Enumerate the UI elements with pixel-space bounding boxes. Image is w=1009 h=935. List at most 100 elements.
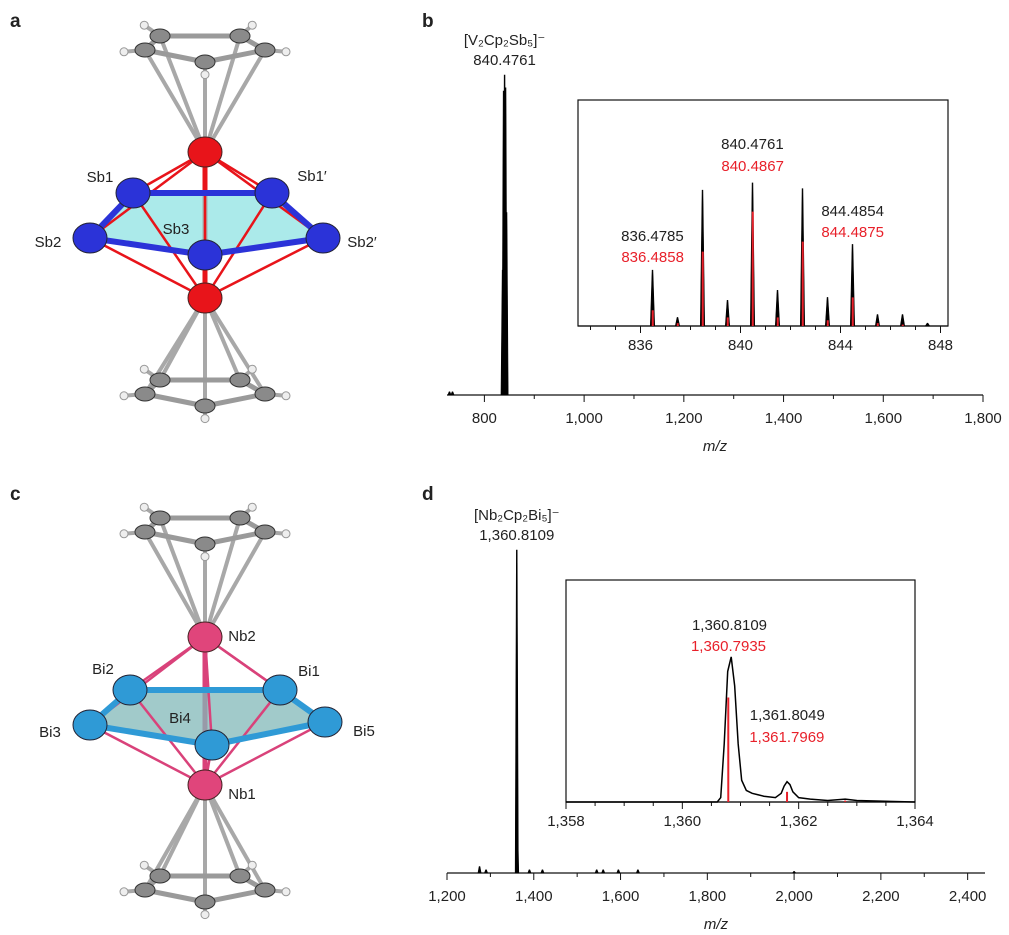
atom-label: Nb1 <box>228 786 256 803</box>
ring-atom <box>73 223 107 253</box>
h-atom <box>140 503 148 511</box>
ion-formula: [V₂Cp₂Sb₅]⁻ <box>464 32 545 49</box>
peak <box>792 871 795 873</box>
x-tick-label: 1,200 <box>428 888 466 905</box>
x-tick-label: 1,600 <box>865 410 903 427</box>
x-tick-label: 1,600 <box>602 888 640 905</box>
ring-atom <box>113 675 147 705</box>
x-tick-label: 800 <box>472 410 497 427</box>
x-tick-label: 2,200 <box>862 888 900 905</box>
inset-frame <box>578 100 948 326</box>
c-atom <box>135 43 155 57</box>
h-atom <box>201 71 209 79</box>
h-atom <box>282 888 290 896</box>
ring-atom <box>195 730 229 760</box>
peak <box>595 870 598 873</box>
ion-mz: 1,360.8109 <box>479 527 554 544</box>
ring-atom <box>306 223 340 253</box>
h-atom <box>248 21 256 29</box>
peak-annotation: 1,360.7935 <box>691 638 766 655</box>
peak-annotation: 1,361.7969 <box>749 729 824 746</box>
x-tick-label: 1,400 <box>765 410 803 427</box>
c-atom <box>230 869 250 883</box>
x-tick-label: 840 <box>728 337 753 354</box>
x-tick-label: 1,800 <box>964 410 1002 427</box>
h-atom <box>120 888 128 896</box>
x-tick-label: 1,800 <box>689 888 727 905</box>
metal-cp-bond <box>205 36 240 152</box>
x-tick-label: 848 <box>928 337 953 354</box>
ring-atom <box>73 710 107 740</box>
atom-label: Sb2 <box>35 234 62 251</box>
c-atom <box>230 373 250 387</box>
metal-atom <box>188 622 222 652</box>
c-atom <box>255 43 275 57</box>
peak <box>451 392 454 395</box>
c-atom <box>150 869 170 883</box>
c-atom <box>255 387 275 401</box>
atom-label: Bi5 <box>353 723 375 740</box>
c-atom <box>230 511 250 525</box>
x-tick-label: 1,360 <box>664 813 702 830</box>
x-axis-label: m/z <box>703 438 728 455</box>
panel-label: d <box>422 484 434 505</box>
ion-formula: [Nb₂Cp₂Bi₅]⁻ <box>474 507 560 524</box>
ring-atom <box>255 178 289 208</box>
atom-label: Bi3 <box>39 724 61 741</box>
metal-atom <box>188 283 222 313</box>
ring-atom <box>308 707 342 737</box>
metal-atom <box>188 137 222 167</box>
c-atom <box>195 55 215 69</box>
panel-label: c <box>10 484 21 505</box>
ion-mz: 840.4761 <box>473 52 536 69</box>
h-atom <box>120 392 128 400</box>
c-atom <box>135 387 155 401</box>
c-atom <box>255 525 275 539</box>
h-atom <box>282 48 290 56</box>
c-atom <box>230 29 250 43</box>
atom-label: Sb2′ <box>347 234 377 251</box>
x-tick-label: 1,358 <box>547 813 585 830</box>
x-axis-label: m/z <box>704 916 729 933</box>
atom-label: Bi1 <box>298 663 320 680</box>
peak <box>617 870 620 873</box>
h-atom <box>282 530 290 538</box>
c-atom <box>195 399 215 413</box>
h-atom <box>201 911 209 919</box>
x-tick-label: 844 <box>828 337 853 354</box>
peak <box>541 870 544 873</box>
peak-annotation: 836.4858 <box>621 249 684 266</box>
h-atom <box>120 530 128 538</box>
ring-atom <box>263 675 297 705</box>
peak <box>484 870 487 873</box>
h-atom <box>248 861 256 869</box>
h-atom <box>248 503 256 511</box>
x-tick-label: 1,000 <box>565 410 603 427</box>
atom-label: Sb1′ <box>297 168 327 185</box>
peak-annotation: 844.4875 <box>821 224 884 241</box>
peak <box>478 867 481 873</box>
h-atom <box>140 21 148 29</box>
peak-annotation: 1,360.8109 <box>692 617 767 634</box>
peak-annotation: 1,361.8049 <box>750 707 825 724</box>
metal-atom <box>188 770 222 800</box>
x-tick-label: 1,362 <box>780 813 818 830</box>
h-atom <box>140 861 148 869</box>
peak-annotation: 840.4867 <box>721 158 784 175</box>
c-atom <box>150 373 170 387</box>
peak <box>602 870 605 873</box>
panel-label: a <box>10 11 21 32</box>
atom-label: Bi4 <box>169 710 191 727</box>
x-tick-label: 1,364 <box>896 813 934 830</box>
h-atom <box>248 365 256 373</box>
atom-label: Sb1 <box>87 169 114 186</box>
atom-label: Bi2 <box>92 661 114 678</box>
c-atom <box>135 525 155 539</box>
panel-label: b <box>422 11 434 32</box>
peak-annotation: 844.4854 <box>821 203 884 220</box>
peak <box>636 870 639 873</box>
c-atom <box>195 895 215 909</box>
figure: a b c d Sb1Sb1′Sb2Sb3Sb2′Nb2Bi2Bi1Bi3Bi4… <box>0 0 1009 935</box>
h-atom <box>140 365 148 373</box>
c-atom <box>150 511 170 525</box>
